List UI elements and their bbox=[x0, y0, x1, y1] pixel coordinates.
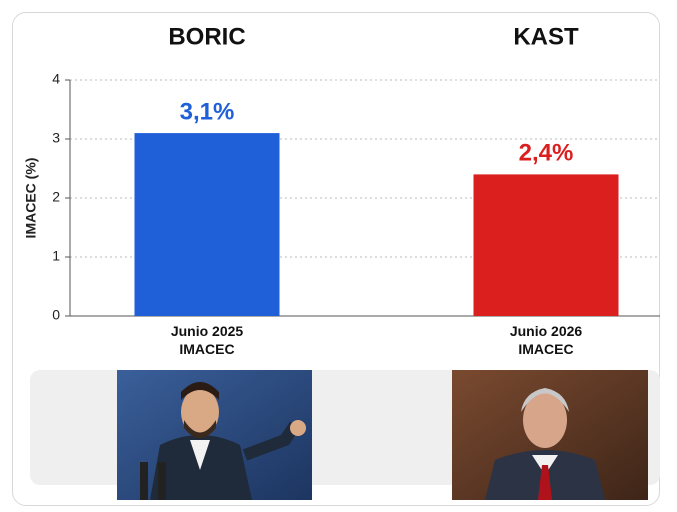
y-tick-label: 0 bbox=[52, 307, 60, 323]
y-axis-title: IMACEC (%) bbox=[23, 158, 39, 239]
x-tick-label: Junio 2025 IMACEC bbox=[170, 323, 244, 357]
bar bbox=[134, 133, 280, 316]
value-label: 2,4% bbox=[519, 140, 574, 167]
column-title: BORIC bbox=[168, 23, 245, 50]
x-tick-label: Junio 2026 IMACEC bbox=[509, 323, 583, 357]
value-label: 3,1% bbox=[180, 98, 235, 125]
bar bbox=[473, 174, 619, 316]
photo-kast bbox=[452, 370, 648, 500]
y-tick-label: 2 bbox=[52, 189, 60, 205]
y-tick-label: 1 bbox=[52, 248, 60, 264]
y-tick-label: 4 bbox=[52, 71, 60, 87]
column-title: KAST bbox=[513, 23, 579, 50]
photo-boric bbox=[117, 370, 312, 500]
y-tick-label: 3 bbox=[52, 130, 60, 146]
